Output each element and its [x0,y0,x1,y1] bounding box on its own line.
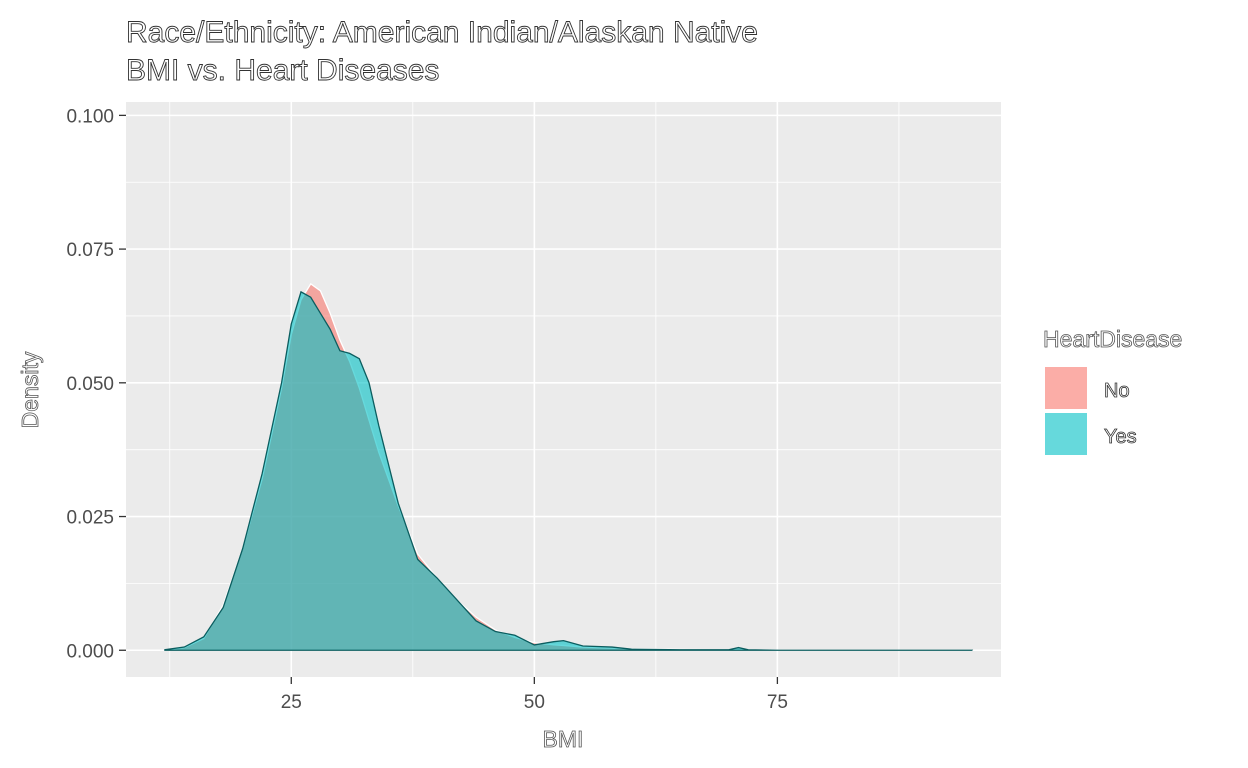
y-axis-title: Density [17,351,43,428]
legend-key-no [1045,367,1087,409]
legend-label-no: No [1104,380,1130,402]
axis-ticks: 25 50 75 0.000 0.025 0.050 0.075 0.100 [66,106,788,713]
x-tick-label-1: 50 [524,692,545,713]
density-area-yes [164,290,974,651]
chart-title: Race/Ethnicity: American Indian/Alaskan … [126,16,758,49]
x-axis-title: BMI [543,726,584,752]
legend-label-yes: Yes [1104,426,1137,448]
chart-subtitle: BMI vs. Heart Diseases [126,54,439,87]
y-tick-label-0: 0.000 [66,641,114,662]
y-tick-label-1: 0.025 [66,508,114,529]
y-tick-label-3: 0.075 [66,240,114,261]
y-tick-label-4: 0.100 [66,106,114,127]
legend: HeartDisease No Yes [1043,326,1183,455]
grid-lines [126,102,1001,677]
y-tick-label-2: 0.050 [66,374,114,395]
density-areas [164,282,974,651]
legend-title: HeartDisease [1043,326,1182,352]
legend-key-yes [1045,413,1087,455]
x-tick-label-2: 75 [767,692,788,713]
x-tick-label-0: 25 [281,692,302,713]
